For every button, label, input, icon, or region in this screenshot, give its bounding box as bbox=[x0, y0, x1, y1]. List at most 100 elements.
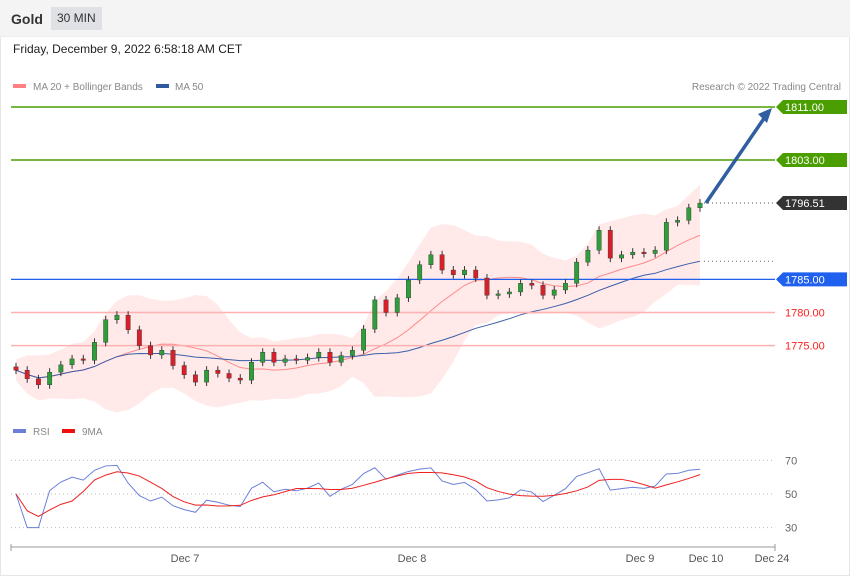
candle-body bbox=[136, 329, 142, 346]
rsi-ma-legend-label: 9MA bbox=[82, 427, 103, 438]
level-label: 1811.00 bbox=[785, 102, 824, 114]
ma20-legend-label: MA 20 + Bollinger Bands bbox=[33, 82, 143, 93]
candle-body bbox=[271, 352, 277, 363]
candle-body bbox=[69, 358, 75, 366]
candle-body bbox=[305, 357, 310, 361]
candle-body bbox=[697, 202, 703, 208]
ma50-legend-label: MA 50 bbox=[175, 82, 204, 93]
candle-body bbox=[540, 285, 546, 296]
candle-body bbox=[574, 261, 580, 284]
candle-body bbox=[686, 207, 692, 221]
candle-body bbox=[349, 350, 355, 356]
bollinger-band bbox=[16, 184, 700, 413]
candle-body bbox=[406, 279, 411, 299]
candle-body bbox=[103, 319, 109, 343]
candle-body bbox=[619, 254, 624, 259]
candle-body bbox=[518, 283, 523, 293]
candle-body bbox=[24, 369, 30, 379]
candle-body bbox=[675, 220, 680, 223]
x-tick-label: Dec 7 bbox=[171, 553, 200, 565]
candle-body bbox=[338, 355, 344, 363]
level-tag-resistance bbox=[776, 99, 847, 114]
candle-body bbox=[372, 299, 378, 330]
x-tick-label: Dec 8 bbox=[398, 553, 427, 565]
rsi-legend-swatch bbox=[13, 429, 26, 433]
candle-body bbox=[226, 373, 232, 379]
candle-body bbox=[630, 251, 636, 256]
candle-body bbox=[215, 369, 221, 374]
datetime: Friday, December 9, 2022 6:58:18 AM CET bbox=[13, 42, 243, 56]
ma20-legend-swatch bbox=[13, 84, 26, 88]
candle-body bbox=[170, 350, 176, 366]
level-tag-resistance bbox=[776, 153, 847, 167]
candle-body bbox=[462, 269, 467, 275]
candle-body bbox=[181, 365, 187, 376]
level-label: 1803.00 bbox=[785, 155, 825, 167]
candle-body bbox=[394, 297, 400, 313]
candle-body bbox=[563, 283, 568, 291]
level-label: 1796.51 bbox=[785, 198, 825, 210]
candle-body bbox=[193, 374, 198, 383]
candle-body bbox=[641, 251, 647, 254]
candle-body bbox=[484, 277, 490, 296]
candle-body bbox=[450, 269, 456, 275]
candle-body bbox=[551, 289, 557, 296]
timeframe-button[interactable]: 30 MIN bbox=[51, 7, 102, 30]
rsi-ma-legend-swatch bbox=[62, 429, 75, 433]
candle-body bbox=[495, 293, 501, 296]
rsi-tick-label: 50 bbox=[785, 489, 797, 501]
candle-body bbox=[585, 249, 591, 263]
level-label: 1785.00 bbox=[785, 274, 825, 286]
candle-body bbox=[36, 378, 41, 385]
header-bar: Gold 30 MIN bbox=[0, 0, 850, 37]
credit: Research © 2022 Trading Central bbox=[692, 82, 841, 93]
candle-body bbox=[383, 299, 389, 313]
target-arrow-head bbox=[758, 107, 772, 123]
candle-body bbox=[204, 369, 210, 383]
rsi-legend-label: RSI bbox=[33, 427, 50, 438]
candle-body bbox=[316, 352, 322, 358]
candle-body bbox=[506, 291, 512, 295]
candle-body bbox=[58, 364, 64, 373]
candle-body bbox=[125, 314, 131, 330]
candle-body bbox=[13, 366, 19, 371]
rsi-line bbox=[15, 464, 701, 529]
rsi-tick-label: 30 bbox=[785, 523, 797, 535]
candle-body bbox=[47, 371, 53, 385]
instrument-title: Gold bbox=[11, 11, 43, 27]
candle-body bbox=[237, 377, 243, 381]
level-label: 1775.00 bbox=[785, 341, 825, 353]
candle-body bbox=[439, 254, 445, 271]
x-tick-label: Dec 9 bbox=[626, 553, 655, 565]
candle-body bbox=[361, 328, 367, 351]
rsi-tick-label: 70 bbox=[785, 455, 797, 467]
candle-body bbox=[652, 249, 658, 254]
candle-body bbox=[473, 269, 479, 279]
ma50-legend-swatch bbox=[156, 84, 169, 88]
level-tag-support bbox=[776, 272, 847, 287]
candle-body bbox=[663, 222, 669, 251]
rsi-ma-line bbox=[15, 471, 701, 517]
level-tag-current bbox=[776, 196, 847, 211]
candle-body bbox=[282, 358, 288, 363]
candle-body bbox=[327, 352, 333, 363]
candle-body bbox=[92, 342, 97, 361]
candle-body bbox=[80, 358, 86, 361]
candle-body bbox=[428, 254, 434, 265]
candle-body bbox=[114, 314, 120, 320]
candle-body bbox=[293, 358, 299, 361]
ma50-line bbox=[15, 260, 701, 379]
x-tick-label: Dec 10 bbox=[689, 553, 724, 565]
candle-body bbox=[148, 345, 153, 356]
candle-body bbox=[607, 230, 613, 259]
level-label: 1780.00 bbox=[785, 307, 825, 319]
target-arrow-line bbox=[704, 115, 767, 205]
candle-body bbox=[159, 350, 165, 356]
candle-body bbox=[596, 230, 602, 251]
candle-body bbox=[249, 362, 254, 381]
candle-body bbox=[260, 352, 266, 363]
candle-body bbox=[529, 283, 535, 286]
x-tick-label: Dec 24 bbox=[755, 553, 790, 565]
candle-body bbox=[417, 264, 423, 281]
